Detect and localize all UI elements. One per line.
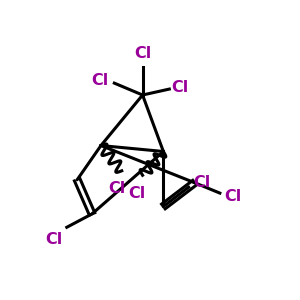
Text: Cl: Cl [134, 46, 151, 61]
Text: Cl: Cl [193, 175, 210, 190]
Text: Cl: Cl [91, 73, 108, 88]
Text: Cl: Cl [109, 181, 126, 196]
Text: Cl: Cl [171, 80, 188, 95]
Text: Cl: Cl [45, 232, 62, 247]
Text: Cl: Cl [128, 186, 145, 201]
Text: Cl: Cl [224, 190, 242, 205]
